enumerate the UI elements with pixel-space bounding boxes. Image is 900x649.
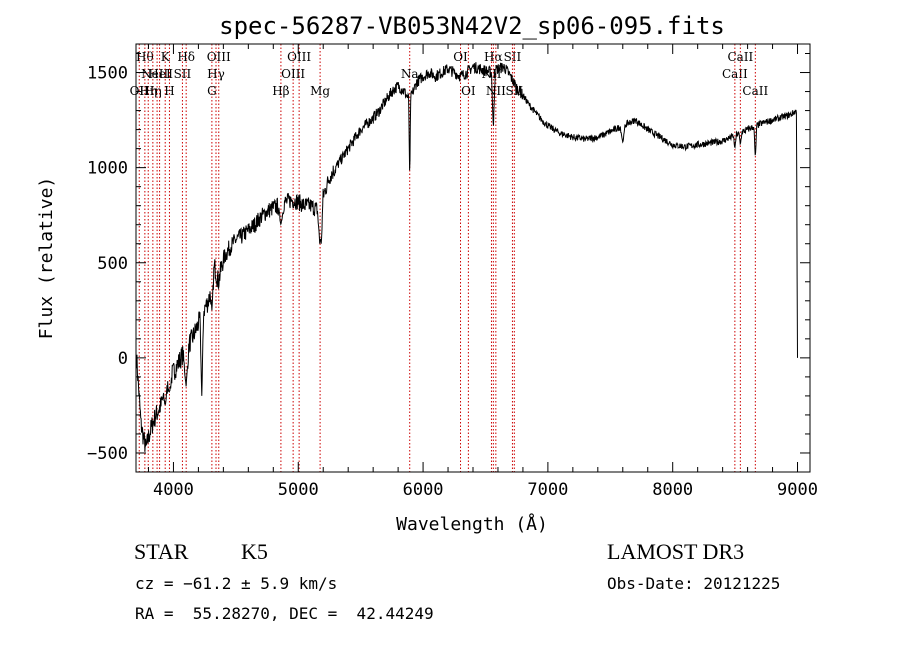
object-subclass: K5 <box>241 539 268 564</box>
x-tick-labels: 4000 5000 6000 7000 8000 9000 <box>153 480 818 500</box>
marker-label: OIII <box>281 67 305 81</box>
line-markers: OIIHθHηHηNeIIIHeIKHSIIHδGHγOIIIHβOIIIOII… <box>130 44 768 472</box>
x-tick-label: 8000 <box>652 480 693 500</box>
marker-label: Mg <box>310 84 330 98</box>
coordinates-text: RA = 55.28270, DEC = 42.44249 <box>135 604 434 623</box>
marker-label: H <box>164 84 174 98</box>
marker-label: OII <box>130 84 150 98</box>
marker-label: CaII <box>742 84 768 98</box>
marker-label: OI <box>453 50 468 64</box>
marker-label: HeI <box>148 67 171 81</box>
marker-label: SII <box>504 50 522 64</box>
marker-label: OIII <box>287 50 311 64</box>
y-axis-label: Flux (relative) <box>36 177 57 340</box>
spectrum-line <box>136 62 798 452</box>
marker-label: K <box>161 50 171 64</box>
marker-label: OIII <box>207 50 231 64</box>
marker-label: NII <box>486 84 506 98</box>
x-tick-label: 6000 <box>403 480 444 500</box>
marker-label: Hη <box>144 84 162 98</box>
axis-ticks <box>136 44 810 473</box>
survey-name: LAMOST DR3 <box>607 539 745 564</box>
obs-date: Obs-Date: 20121225 <box>607 574 781 593</box>
marker-label: Hα <box>484 50 503 64</box>
y-tick-label: 0 <box>118 349 128 369</box>
marker-label: OI <box>461 84 476 98</box>
plot-frame <box>135 43 811 473</box>
marker-label: Hθ <box>136 50 154 64</box>
marker-label: SII <box>174 67 192 81</box>
x-tick-label: 4000 <box>153 480 194 500</box>
marker-label: NeIII <box>141 67 173 81</box>
marker-label: Na <box>401 67 419 81</box>
redshift-text: cz = −61.2 ± 5.9 km/s <box>135 574 338 593</box>
x-tick-label: 5000 <box>278 480 319 500</box>
marker-label: CaII <box>727 50 753 64</box>
x-tick-label: 9000 <box>777 480 818 500</box>
marker-label: Hβ <box>272 84 289 98</box>
x-axis-label: Wavelength (Å) <box>396 513 548 535</box>
object-class: STAR <box>134 539 189 564</box>
y-tick-label: −500 <box>87 444 128 464</box>
x-tick-label: 7000 <box>527 480 568 500</box>
y-tick-label: 1000 <box>87 159 128 179</box>
y-tick-label: 500 <box>97 254 128 274</box>
y-tick-label: 1500 <box>87 64 128 84</box>
marker-label: Hγ <box>207 67 225 81</box>
chart-title: spec-56287-VB053N42V2_sp06-095.fits <box>219 12 725 40</box>
marker-label: Hδ <box>177 50 195 64</box>
y-tick-labels: −500 0 500 1000 1500 <box>87 64 128 464</box>
marker-label: CaII <box>722 67 748 81</box>
marker-label: G <box>207 84 217 98</box>
